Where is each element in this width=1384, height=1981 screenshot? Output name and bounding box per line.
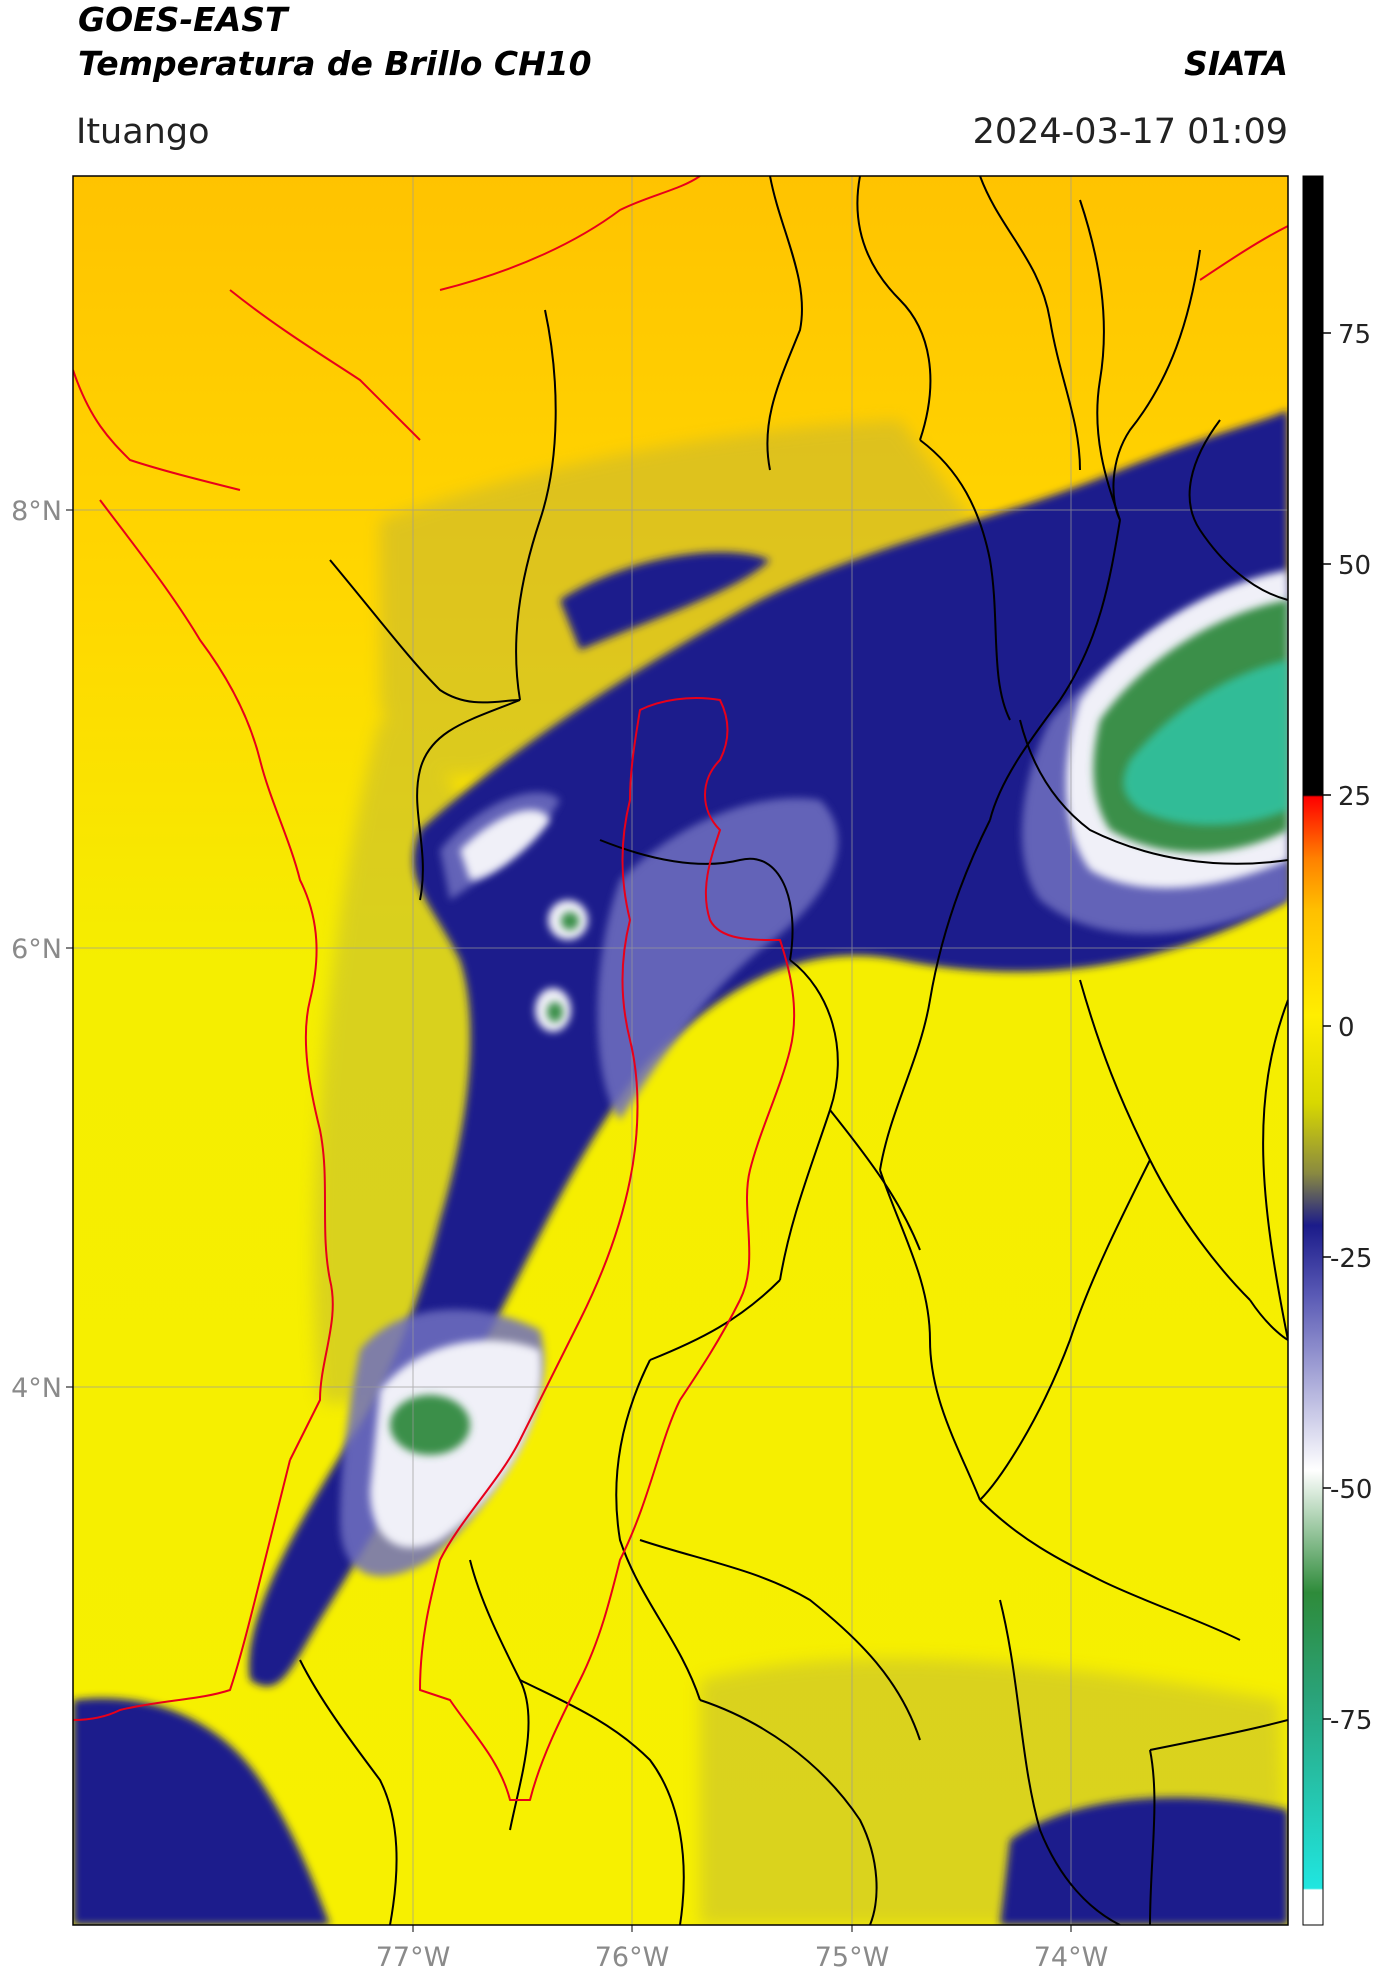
lat-label-4n: 4°N [11,1373,62,1404]
colorbar-tick: -75 [1330,1706,1372,1736]
latitude-axis: 8°N 6°N 4°N [11,496,73,1404]
region-border [73,176,1288,1801]
timestamp-label: 2024-03-17 01:09 [972,112,1288,152]
colorbar-tick: 50 [1338,551,1371,581]
lon-label-76w: 76°W [595,1942,670,1973]
department-borders [299,176,1288,1925]
colorbar-tick: 25 [1338,782,1371,812]
colorbar-tick: -50 [1330,1475,1372,1505]
colorbar-tick: -25 [1330,1244,1372,1274]
satellite-image [73,176,1288,1925]
lat-label-6n: 6°N [11,934,62,965]
lon-label-77w: 77°W [376,1942,451,1973]
lon-label-75w: 75°W [815,1942,890,1973]
colorbar-gradient [1302,175,1324,1926]
colorbar-tick: 0 [1338,1013,1355,1043]
organization-label: SIATA [1184,44,1288,83]
title-satellite: GOES-EAST [78,0,288,39]
region-label: Ituango [76,112,210,152]
lat-label-8n: 8°N [11,496,62,527]
colorbar: 75 50 25 0 -25 -50 -75 [1302,175,1372,1926]
lon-label-74w: 74°W [1034,1942,1109,1973]
longitude-axis: 77°W 76°W 75°W 74°W [376,1925,1109,1973]
map-frame [72,175,1289,1926]
colorbar-tick: 75 [1338,320,1371,350]
title-product: Temperatura de Brillo CH10 [78,44,592,83]
